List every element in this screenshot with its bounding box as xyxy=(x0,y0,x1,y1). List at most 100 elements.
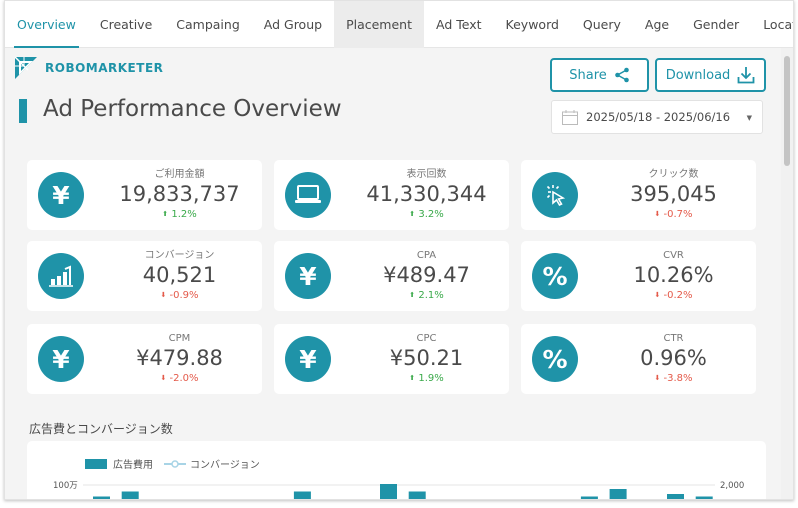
arrow-up-icon: ⬆ xyxy=(409,291,416,299)
metric-change-value: 2.1% xyxy=(418,290,444,301)
metric-change-value: 1.9% xyxy=(418,373,444,384)
y-axis-right-top-label: 2,000 xyxy=(720,481,744,491)
growth-chart-icon xyxy=(38,253,84,299)
metric-label: CVR xyxy=(663,250,684,261)
metric-change: ⬆ 3.2% xyxy=(344,208,509,221)
metric-label: クリック数 xyxy=(648,169,699,180)
metric-change: ⬆ 2.1% xyxy=(344,289,509,302)
chart-section-title: 広告費とコンバージョン数 xyxy=(29,422,173,436)
arrow-down-icon: ⬇ xyxy=(654,374,661,382)
app-window: Overview Creative Campaing Ad Group Placemen… xyxy=(4,0,794,500)
metric-value: 395,045 xyxy=(630,182,717,206)
title-accent-bar xyxy=(19,99,27,123)
chart-bar[interactable] xyxy=(408,491,426,501)
report-tabs: Overview Creative Campaing Ad Group Placemen… xyxy=(5,1,793,48)
metric-change: ⬆ 1.9% xyxy=(344,372,509,385)
share-icon xyxy=(614,67,629,83)
metric-card--: 表示回数 41,330,344 ⬆ 3.2% xyxy=(274,160,509,230)
chart-bar[interactable] xyxy=(580,496,598,501)
metric-value: 41,330,344 xyxy=(366,182,487,206)
chart-bar[interactable] xyxy=(293,491,311,501)
arrow-up-icon: ⬆ xyxy=(409,374,416,382)
tab-keyword[interactable]: Keyword xyxy=(505,17,559,32)
metric-value: ¥489.47 xyxy=(383,263,470,287)
date-range-value: 2025/05/18 - 2025/06/16 xyxy=(586,110,731,124)
chart-bar[interactable] xyxy=(695,496,713,501)
yen-icon: ¥ xyxy=(38,336,84,382)
metric-label: CTR xyxy=(663,333,684,344)
arrow-down-icon: ⬇ xyxy=(654,291,661,299)
metric-change-value: -0.2% xyxy=(663,290,693,301)
chart-bar[interactable] xyxy=(609,489,627,500)
share-button[interactable]: Share xyxy=(550,58,649,92)
spend-conversion-chart: 広告費用 コンバージョン 100万 2,000 xyxy=(27,441,766,501)
metric-change: ⬆ 1.2% xyxy=(97,208,262,221)
arrow-down-icon: ⬇ xyxy=(160,374,167,382)
metric-value: ¥50.21 xyxy=(389,346,464,370)
tab-overview[interactable]: Overview xyxy=(5,1,88,48)
page-title: Ad Performance Overview xyxy=(43,96,342,122)
chart-bar[interactable] xyxy=(380,484,397,500)
arrow-down-icon: ⬇ xyxy=(654,210,661,218)
download-button-label: Download xyxy=(665,67,731,83)
metric-card-cvr: % CVR 10.26% ⬇ -0.2% xyxy=(521,241,756,311)
metric-change: ⬇ -0.2% xyxy=(591,289,756,302)
tab-ad-group[interactable]: Ad Group xyxy=(263,17,323,32)
chart-bar[interactable] xyxy=(667,494,684,500)
metric-value: ¥479.88 xyxy=(136,346,223,370)
metric-card--: コンバージョン 40,521 ⬇ -0.9% xyxy=(27,241,262,311)
metric-card--: クリック数 395,045 ⬇ -0.7% xyxy=(521,160,756,230)
metric-change-value: 1.2% xyxy=(171,209,197,220)
metric-change-value: -2.0% xyxy=(169,373,199,384)
chart-canvas: 広告費用 コンバージョン 100万 2,000 xyxy=(53,458,744,501)
yen-icon: ¥ xyxy=(285,253,331,299)
yen-icon: ¥ xyxy=(38,172,84,218)
logo-text: ROBOMARKETER xyxy=(45,61,164,75)
chart-bar[interactable] xyxy=(93,496,110,501)
download-icon xyxy=(737,67,755,84)
metric-value: 10.26% xyxy=(633,263,714,287)
metric-label: 表示回数 xyxy=(406,169,447,180)
tab-campaing[interactable]: Campaing xyxy=(176,17,240,32)
percent-icon: % xyxy=(532,253,578,299)
yen-icon: ¥ xyxy=(285,336,331,382)
tab-query[interactable]: Query xyxy=(582,17,621,32)
scrollbar-thumb[interactable] xyxy=(784,56,790,166)
arrow-up-icon: ⬆ xyxy=(162,210,169,218)
metric-label: CPC xyxy=(416,333,437,344)
metric-label: ご利用金額 xyxy=(154,169,205,180)
legend-bar-label: 広告費用 xyxy=(113,458,153,471)
tab-placement[interactable]: Placement xyxy=(334,1,424,48)
date-range-picker[interactable]: 2025/05/18 - 2025/06/16 ▼ xyxy=(551,100,763,134)
metric-value: 0.96% xyxy=(640,346,707,370)
metric-card-cpc: ¥ CPC ¥50.21 ⬆ 1.9% xyxy=(274,324,509,394)
metric-card-ctr: % CTR 0.96% ⬇ -3.8% xyxy=(521,324,756,394)
y-axis-left-top-label: 100万 xyxy=(53,481,78,491)
metric-value: 40,521 xyxy=(142,263,217,287)
calendar-icon xyxy=(562,109,578,125)
metric-card--: ¥ ご利用金額 19,833,737 ⬆ 1.2% xyxy=(27,160,262,230)
robomarketer-logo[interactable]: ROBOMARKETER xyxy=(15,57,163,79)
metric-change-value: -3.8% xyxy=(663,373,693,384)
tab-location[interactable]: Location xyxy=(763,17,793,32)
legend-bar-swatch xyxy=(85,459,107,469)
percent-icon: % xyxy=(532,336,578,382)
logo-mark-icon xyxy=(15,57,37,79)
download-button[interactable]: Download xyxy=(655,58,766,92)
share-button-label: Share xyxy=(569,67,607,83)
legend-line-marker xyxy=(171,460,179,468)
tab-gender[interactable]: Gender xyxy=(693,17,740,32)
metric-label: コンバージョン xyxy=(144,250,215,261)
tab-age[interactable]: Age xyxy=(644,17,670,32)
chart-bar[interactable] xyxy=(121,491,139,501)
metric-change-value: -0.7% xyxy=(663,209,693,220)
laptop-icon xyxy=(285,172,331,218)
metric-change: ⬇ -2.0% xyxy=(97,372,262,385)
arrow-down-icon: ⬇ xyxy=(160,291,167,299)
cursor-click-icon xyxy=(532,172,578,218)
tab-ad-text[interactable]: Ad Text xyxy=(436,17,482,32)
arrow-up-icon: ⬆ xyxy=(409,210,416,218)
tab-creative[interactable]: Creative xyxy=(99,17,153,32)
chevron-down-icon: ▼ xyxy=(746,114,752,122)
metric-label: CPA xyxy=(416,250,437,261)
